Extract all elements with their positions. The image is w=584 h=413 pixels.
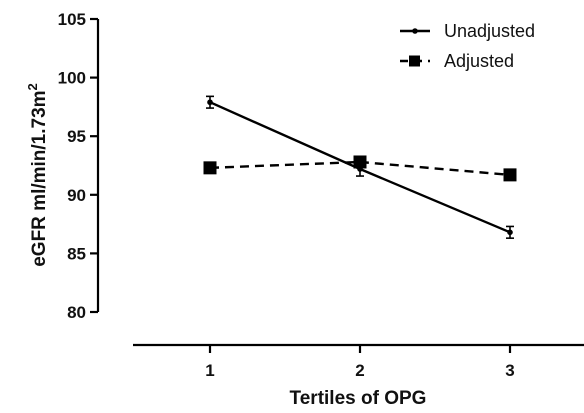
series-unadjusted [206,95,514,239]
y-tick-label: 80 [67,303,86,322]
y-tick-label: 90 [67,186,86,205]
data-point [203,161,217,175]
data-point [503,168,517,182]
data-point [207,99,213,106]
legend-item: Adjusted [400,51,514,71]
y-tick-label: 95 [67,127,86,146]
legend-label: Adjusted [444,51,514,71]
x-tick-label: 3 [505,361,514,380]
x-tick-label: 2 [355,361,364,380]
x-axis-title: Tertiles of OPG [290,388,427,409]
series-adjusted [203,155,517,182]
legend-marker [409,55,420,67]
y-axis-title: eGFR ml/min/1.73m2 [25,83,50,267]
y-tick-label: 85 [67,244,86,263]
series-layer [203,95,517,239]
x-axis: 1 2 3 [133,343,584,380]
y-tick-label: 105 [58,10,86,29]
y-axis: 80 85 90 95 100 105 [58,10,100,322]
legend: Unadjusted Adjusted [400,21,535,71]
x-tick-label: 1 [205,361,214,380]
legend-label: Unadjusted [444,21,535,41]
legend-marker [412,28,418,34]
data-point [353,155,367,169]
legend-item: Unadjusted [400,21,535,41]
y-tick-label: 100 [58,69,86,88]
data-point [507,229,513,236]
